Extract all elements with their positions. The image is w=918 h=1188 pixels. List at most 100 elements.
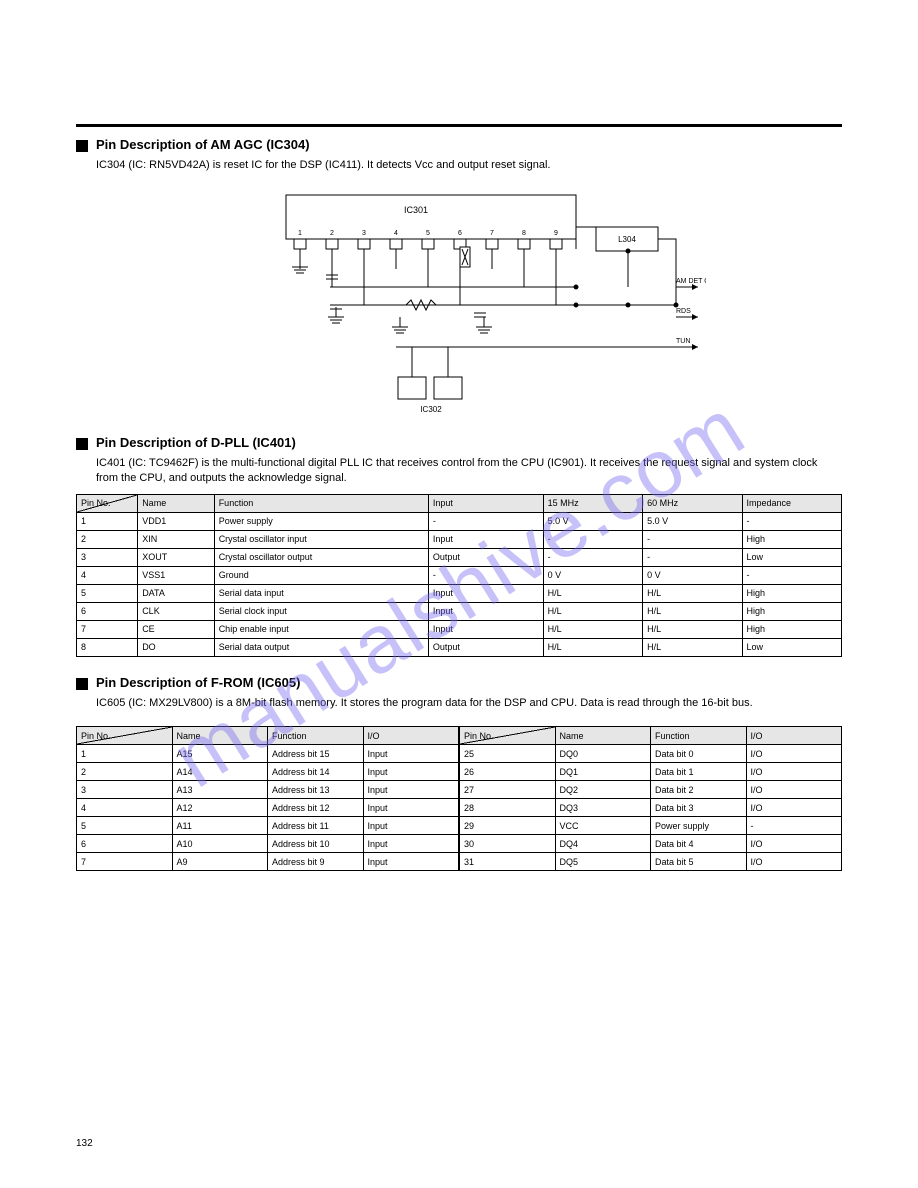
table-cell: Ground: [214, 566, 428, 584]
table-cell: DQ2: [555, 781, 651, 799]
table-cell: H/L: [543, 638, 642, 656]
table-cell: DQ4: [555, 835, 651, 853]
table-cell: Power supply: [651, 817, 747, 835]
table-cell: H/L: [543, 602, 642, 620]
table-cell: Input: [428, 602, 543, 620]
table-cell: 8: [77, 638, 138, 656]
table-cell: 7: [77, 620, 138, 638]
table-row: 3XOUTCrystal oscillator outputOutput--Lo…: [77, 548, 842, 566]
table-cell: Serial clock input: [214, 602, 428, 620]
table-cell: H/L: [643, 602, 742, 620]
table-cell: -: [428, 566, 543, 584]
table-cell: -: [742, 566, 841, 584]
table-cell: 0 V: [543, 566, 642, 584]
svg-text:1: 1: [298, 230, 302, 237]
table-cell: 0 V: [643, 566, 742, 584]
table-cell: Data bit 3: [651, 799, 747, 817]
table-cell: VCC: [555, 817, 651, 835]
svg-text:L304: L304: [618, 235, 636, 244]
svg-text:8: 8: [522, 230, 526, 237]
page-number: 132: [76, 1138, 93, 1149]
section-1-header: Pin Description of AM AGC (IC304): [76, 137, 842, 152]
table-cell: Address bit 10: [268, 835, 364, 853]
table-cell: Low: [742, 548, 841, 566]
svg-text:AM DET OUT: AM DET OUT: [676, 278, 706, 285]
table-cell: -: [428, 512, 543, 530]
table-row: 7A9Address bit 9Input: [77, 853, 459, 871]
section-3-body: IC605 (IC: MX29LV800) is a 8M-bit flash …: [96, 696, 842, 711]
ic-label: IC301: [404, 205, 428, 215]
table-cell: Data bit 1: [651, 763, 747, 781]
svg-text:4: 4: [394, 230, 398, 237]
svg-text:6: 6: [458, 230, 462, 237]
table-cell: 2: [77, 763, 173, 781]
table-header: Name: [138, 494, 215, 512]
table-cell: H/L: [643, 638, 742, 656]
table-cell: High: [742, 602, 841, 620]
section-1-title: Pin Description of AM AGC (IC304): [96, 137, 310, 152]
table-cell: I/O: [746, 853, 842, 871]
table-cell: Chip enable input: [214, 620, 428, 638]
table-row: 1A15Address bit 15Input: [77, 745, 459, 763]
table-row: 28DQ3Data bit 3I/O: [460, 799, 842, 817]
table-cell: 30: [460, 835, 556, 853]
table-cell: Address bit 13: [268, 781, 364, 799]
table-cell: 6: [77, 602, 138, 620]
table-cell: XIN: [138, 530, 215, 548]
table-cell: Serial data input: [214, 584, 428, 602]
table-cell: I/O: [746, 781, 842, 799]
table-cell: A9: [172, 853, 268, 871]
table-cell: 3: [77, 781, 173, 799]
table-header: Input: [428, 494, 543, 512]
svg-text:9: 9: [554, 230, 558, 237]
table-row: 4A12Address bit 12Input: [77, 799, 459, 817]
table-cell: Data bit 5: [651, 853, 747, 871]
table-header: Function: [214, 494, 428, 512]
table-header: Pin No.: [460, 727, 556, 745]
table-cell: -: [543, 548, 642, 566]
table-cell: A10: [172, 835, 268, 853]
table-cell: -: [543, 530, 642, 548]
table-row: 3A13Address bit 13Input: [77, 781, 459, 799]
from-table-right: Pin No.NameFunctionI/O 25DQ0Data bit 0I/…: [459, 726, 842, 871]
table-row: 5DATASerial data inputInputH/LH/LHigh: [77, 584, 842, 602]
table-row: 29VCCPower supply-: [460, 817, 842, 835]
table-cell: A13: [172, 781, 268, 799]
table-cell: Address bit 14: [268, 763, 364, 781]
table-cell: DQ1: [555, 763, 651, 781]
table-cell: High: [742, 620, 841, 638]
table-cell: Crystal oscillator output: [214, 548, 428, 566]
table-cell: H/L: [543, 584, 642, 602]
table-header: Name: [172, 727, 268, 745]
bullet-icon: [76, 438, 88, 450]
table-cell: I/O: [746, 799, 842, 817]
table-cell: Address bit 11: [268, 817, 364, 835]
section-2-title: Pin Description of D-PLL (IC401): [96, 435, 296, 450]
table-cell: I/O: [746, 835, 842, 853]
table-cell: Input: [428, 530, 543, 548]
table-cell: DATA: [138, 584, 215, 602]
table-cell: Data bit 4: [651, 835, 747, 853]
table-cell: 26: [460, 763, 556, 781]
table-row: 7CEChip enable inputInputH/LH/LHigh: [77, 620, 842, 638]
table-cell: 25: [460, 745, 556, 763]
table-cell: High: [742, 584, 841, 602]
from-table-left: Pin No.NameFunctionI/O 1A15Address bit 1…: [76, 726, 459, 871]
table-cell: Address bit 12: [268, 799, 364, 817]
table-row: 30DQ4Data bit 4I/O: [460, 835, 842, 853]
svg-text:5: 5: [426, 230, 430, 237]
table-cell: 2: [77, 530, 138, 548]
svg-text:TUN: TUN: [676, 338, 690, 345]
table-cell: 5.0 V: [643, 512, 742, 530]
table-row: 31DQ5Data bit 5I/O: [460, 853, 842, 871]
svg-text:3: 3: [362, 230, 366, 237]
table-cell: 27: [460, 781, 556, 799]
table-row: 27DQ2Data bit 2I/O: [460, 781, 842, 799]
table-cell: Input: [363, 763, 459, 781]
table-cell: 1: [77, 745, 173, 763]
circuit-diagram: IC301 123456789 L304 AM DET OUTRDSTUN IC…: [276, 187, 706, 417]
table-cell: Input: [363, 799, 459, 817]
table-cell: -: [746, 817, 842, 835]
svg-text:RDS: RDS: [676, 308, 691, 315]
table-header: I/O: [363, 727, 459, 745]
